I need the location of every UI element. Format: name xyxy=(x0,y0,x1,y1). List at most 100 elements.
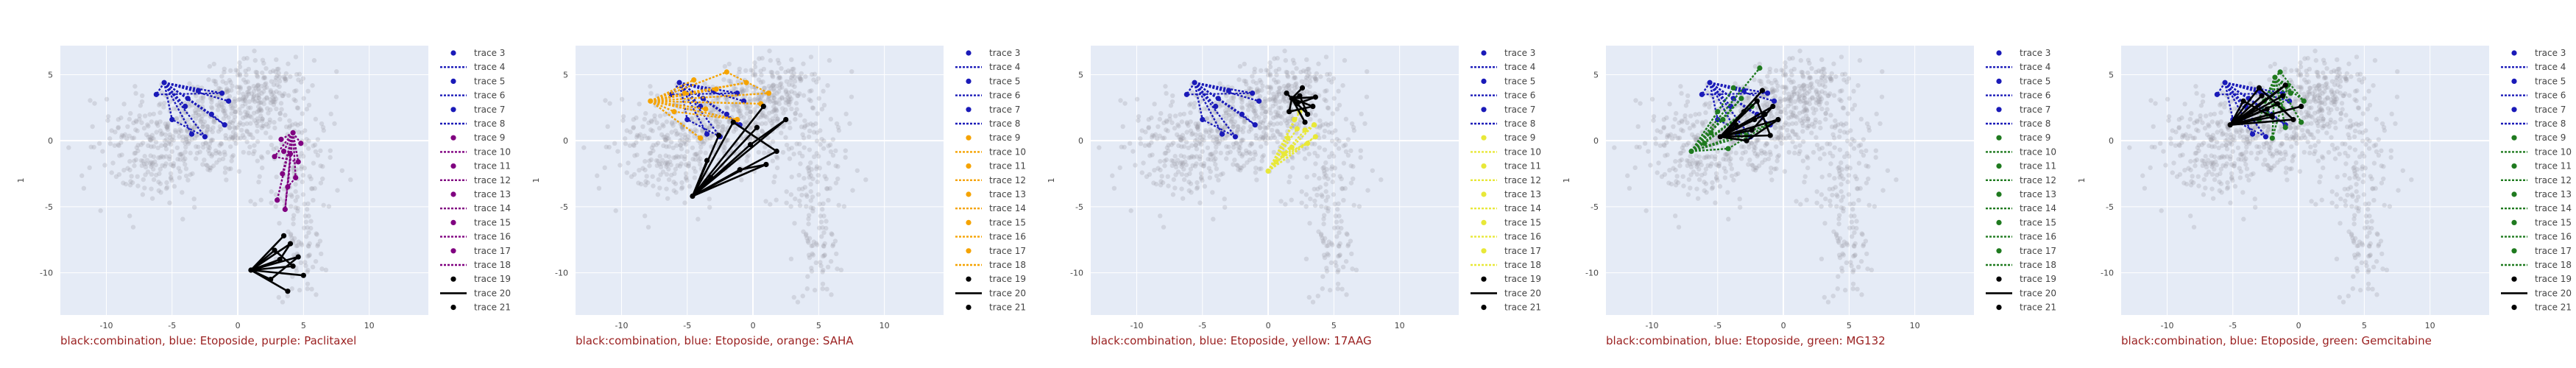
background-point xyxy=(720,124,725,129)
background-point xyxy=(1747,158,1752,163)
y-tick-label: 0 xyxy=(1078,136,1083,146)
background-point xyxy=(2379,148,2384,154)
background-point xyxy=(2208,112,2213,117)
background-point xyxy=(2364,219,2370,224)
background-point xyxy=(1762,158,1768,163)
background-point xyxy=(679,154,684,159)
background-point xyxy=(1827,198,1833,204)
background-point xyxy=(678,132,684,138)
background-point xyxy=(811,154,817,160)
combination-line xyxy=(692,163,767,197)
background-point xyxy=(1661,124,1666,130)
background-point xyxy=(637,167,642,173)
background-point xyxy=(198,118,203,123)
background-point xyxy=(1110,173,1115,178)
background-point xyxy=(822,241,827,247)
background-point xyxy=(2190,180,2196,185)
background-point xyxy=(721,124,726,130)
background-point xyxy=(1214,137,1220,142)
background-point xyxy=(822,174,827,179)
background-point xyxy=(1217,81,1222,86)
background-point xyxy=(159,143,164,148)
background-point xyxy=(2261,124,2266,130)
background-point xyxy=(2335,57,2340,63)
background-point xyxy=(143,164,149,170)
background-point xyxy=(815,179,820,185)
background-point xyxy=(1214,128,1220,133)
background-point xyxy=(1833,233,1839,238)
background-point xyxy=(306,253,312,258)
background-point xyxy=(850,188,855,193)
background-point xyxy=(2152,144,2157,150)
combination-point xyxy=(1754,98,1760,104)
background-point xyxy=(227,93,233,99)
background-point xyxy=(679,161,684,166)
background-point xyxy=(2301,149,2307,155)
combination-line xyxy=(1289,105,1314,113)
background-point xyxy=(194,93,199,99)
background-point xyxy=(1854,176,1859,182)
etoposide-point xyxy=(185,96,191,102)
background-point xyxy=(847,121,852,127)
background-point xyxy=(1312,186,1317,192)
background-point xyxy=(218,86,223,92)
background-point xyxy=(1832,176,1837,181)
background-point xyxy=(1193,143,1198,148)
background-point xyxy=(2375,232,2380,237)
background-point xyxy=(1184,120,1190,125)
background-point xyxy=(765,96,771,102)
background-point xyxy=(674,143,679,148)
background-point xyxy=(1687,126,1693,131)
drug-point xyxy=(743,79,749,85)
background-point xyxy=(318,148,323,154)
background-point xyxy=(226,166,232,171)
background-point xyxy=(1309,141,1314,146)
background-point xyxy=(774,100,779,105)
background-point xyxy=(707,125,712,130)
background-point xyxy=(1705,163,1710,169)
background-point xyxy=(2287,124,2293,130)
background-point xyxy=(152,159,158,164)
background-point xyxy=(1841,243,1846,248)
background-point xyxy=(1277,85,1283,91)
background-point xyxy=(809,88,814,93)
background-point xyxy=(841,204,847,209)
background-point xyxy=(261,75,266,81)
background-point xyxy=(1241,163,1247,169)
background-point xyxy=(2371,186,2376,191)
background-point xyxy=(1713,200,1718,205)
background-point xyxy=(1844,138,1850,144)
background-point xyxy=(164,185,170,190)
background-point xyxy=(88,98,93,103)
background-point xyxy=(1766,156,1772,162)
background-point xyxy=(2329,135,2334,140)
background-point xyxy=(2218,155,2224,160)
background-point xyxy=(2380,266,2385,272)
background-point xyxy=(682,132,688,138)
background-point xyxy=(1689,132,1695,138)
background-point xyxy=(238,135,243,141)
background-point xyxy=(153,172,159,178)
background-point xyxy=(1261,105,1266,111)
background-point xyxy=(1281,97,1286,103)
background-point xyxy=(1267,107,1273,112)
background-point xyxy=(1283,99,1288,105)
background-point xyxy=(246,89,252,95)
background-point xyxy=(833,180,839,185)
background-point xyxy=(2309,199,2314,204)
background-point xyxy=(2290,136,2296,141)
background-point xyxy=(2301,77,2307,82)
legend-label: trace 20 xyxy=(474,288,511,298)
background-point xyxy=(701,141,707,146)
background-point xyxy=(809,269,815,274)
background-point xyxy=(255,109,260,115)
background-point xyxy=(246,91,251,96)
background-point xyxy=(1175,169,1181,174)
background-point xyxy=(1340,286,1345,292)
background-point xyxy=(1702,102,1708,107)
background-point xyxy=(2301,115,2307,121)
background-point xyxy=(2205,158,2211,163)
background-point xyxy=(809,265,814,271)
background-point xyxy=(812,288,818,293)
